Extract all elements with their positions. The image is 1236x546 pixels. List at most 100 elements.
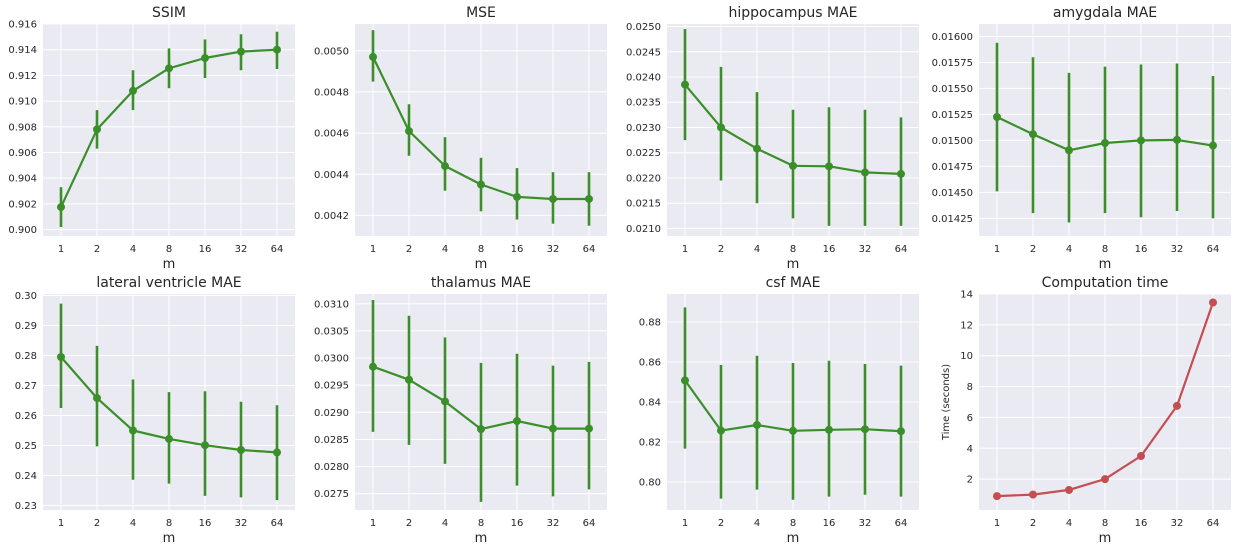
- data-point: [57, 203, 65, 212]
- y-tick-label: 6: [967, 413, 973, 424]
- y-tick-label: 0.01600: [932, 32, 973, 43]
- chart-title: lateral ventricle MAE: [96, 275, 241, 291]
- data-point: [1137, 136, 1145, 145]
- chart-title: Computation time: [1042, 275, 1169, 291]
- data-point: [585, 424, 593, 433]
- chart-title: MSE: [466, 5, 496, 21]
- x-tick-label: 2: [1030, 518, 1036, 529]
- chart-title: amygdala MAE: [1053, 5, 1157, 21]
- y-tick-label: 8: [967, 382, 973, 393]
- y-tick-label: 0.914: [8, 45, 37, 56]
- data-point: [549, 424, 557, 433]
- y-tick-label: 0.0250: [626, 22, 661, 33]
- data-point: [585, 194, 593, 203]
- data-point: [717, 426, 725, 435]
- x-axis-label: m: [787, 257, 800, 272]
- data-point: [1173, 401, 1181, 410]
- data-point: [237, 446, 245, 454]
- x-axis-label: m: [787, 531, 800, 546]
- y-axis-label: Time (seconds): [941, 364, 952, 441]
- x-tick-label: 2: [94, 518, 100, 529]
- x-tick-label: 8: [166, 244, 172, 255]
- data-point: [513, 192, 521, 201]
- y-tick-label: 0.01500: [932, 136, 973, 147]
- x-tick-label: 1: [994, 244, 1000, 255]
- chart-title: thalamus MAE: [431, 275, 531, 291]
- x-tick-label: 2: [94, 244, 100, 255]
- y-tick-label: 0.0210: [626, 224, 661, 235]
- x-tick-label: 4: [1066, 518, 1072, 529]
- data-point: [477, 180, 485, 189]
- data-point: [897, 169, 905, 178]
- y-tick-label: 0.0225: [626, 148, 661, 159]
- data-point: [825, 425, 833, 434]
- y-tick-label: 0.0275: [314, 489, 349, 500]
- y-tick-label: 0.0042: [314, 211, 349, 222]
- y-tick-label: 0.904: [8, 174, 37, 185]
- data-point: [1209, 298, 1217, 307]
- x-tick-label: 4: [442, 244, 448, 255]
- data-point: [993, 492, 1001, 501]
- x-tick-label: 8: [166, 518, 172, 529]
- data-point: [369, 362, 377, 371]
- x-axis-label: m: [1099, 531, 1112, 546]
- data-point: [897, 427, 905, 436]
- y-tick-label: 0.906: [8, 148, 37, 159]
- x-tick-label: 16: [1135, 518, 1148, 529]
- data-point: [1101, 138, 1109, 147]
- x-tick-label: 32: [547, 244, 560, 255]
- y-tick-label: 0.0235: [626, 98, 661, 109]
- x-tick-label: 16: [823, 518, 836, 529]
- x-tick-label: 32: [235, 244, 248, 255]
- y-tick-label: 0.01575: [932, 58, 973, 69]
- y-tick-label: 0.27: [15, 381, 37, 392]
- x-tick-label: 2: [406, 518, 412, 529]
- y-tick-label: 0.30: [15, 291, 37, 302]
- x-tick-label: 32: [1171, 518, 1184, 529]
- data-point: [165, 64, 173, 73]
- chart-panel-7: 0.80 0.82 0.84 0.86 0.88 1 2 4 8 16 32 64 csf MAE m: [639, 275, 919, 546]
- data-point: [201, 54, 209, 63]
- x-tick-label: 8: [478, 244, 484, 255]
- x-tick-label: 64: [583, 244, 596, 255]
- x-tick-label: 32: [547, 518, 560, 529]
- x-tick-label: 16: [823, 244, 836, 255]
- x-tick-label: 64: [1207, 518, 1220, 529]
- x-tick-label: 8: [1102, 518, 1108, 529]
- data-point: [477, 425, 485, 434]
- x-tick-label: 4: [754, 518, 760, 529]
- y-tick-label: 0.86: [639, 358, 661, 369]
- data-point: [93, 394, 101, 403]
- y-tick-label: 0.0048: [314, 87, 349, 98]
- chart-title: csf MAE: [766, 275, 821, 291]
- data-point: [57, 353, 65, 361]
- data-point: [405, 127, 413, 136]
- y-tick-label: 0.0300: [314, 354, 349, 365]
- x-tick-label: 1: [58, 518, 64, 529]
- y-tick-label: 2: [967, 475, 973, 486]
- data-point: [441, 162, 449, 171]
- x-tick-label: 16: [1135, 244, 1148, 255]
- y-tick-label: 0.916: [8, 20, 37, 31]
- data-point: [405, 375, 413, 384]
- x-tick-label: 16: [511, 244, 524, 255]
- x-tick-label: 1: [994, 518, 1000, 529]
- data-point: [513, 416, 521, 425]
- y-tick-label: 0.84: [639, 398, 661, 409]
- y-tick-label: 0.0230: [626, 123, 661, 134]
- data-point: [129, 426, 137, 435]
- data-point: [1137, 452, 1145, 460]
- y-tick-label: 14: [960, 290, 973, 301]
- x-tick-label: 64: [583, 518, 596, 529]
- y-tick-label: 0.0044: [314, 170, 349, 181]
- x-tick-label: 1: [370, 518, 376, 529]
- y-tick-label: 0.900: [8, 225, 37, 236]
- x-tick-label: 8: [1102, 244, 1108, 255]
- y-tick-label: 0.0050: [314, 46, 349, 57]
- x-tick-label: 16: [199, 244, 212, 255]
- data-point: [789, 426, 797, 435]
- data-point: [369, 52, 377, 61]
- y-tick-label: 0.902: [8, 199, 37, 210]
